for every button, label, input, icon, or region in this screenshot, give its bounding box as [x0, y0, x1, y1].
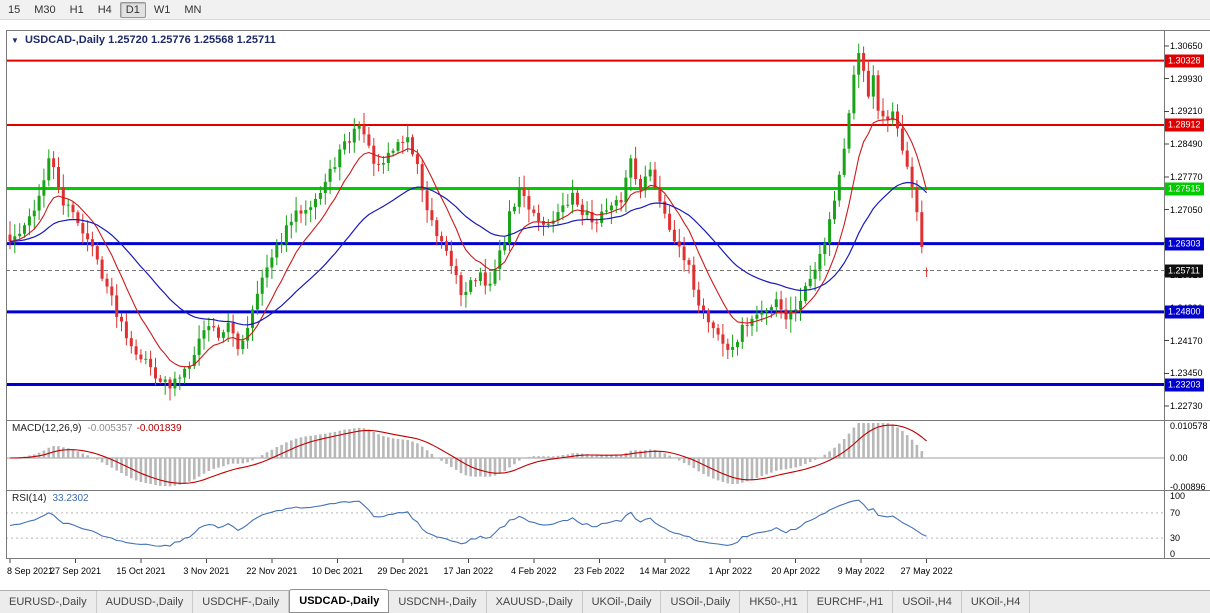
- date-axis-label: 4 Feb 2022: [511, 566, 557, 576]
- price-level-badge: 1.23203: [1165, 378, 1204, 391]
- rsi-axis-tick: 100: [1170, 491, 1186, 501]
- price-axis-tick: 1.29210: [1170, 106, 1203, 117]
- timeframe-button-h4[interactable]: H4: [97, 3, 112, 16]
- macd-indicator-label: MACD(12,26,9) -0.005357 -0.001839: [12, 423, 182, 434]
- price-level-badge: 1.27515: [1165, 182, 1204, 195]
- price-axis-tick: 1.26330: [1170, 237, 1203, 248]
- symbol-tab-usoil-daily[interactable]: USOil-,Daily: [661, 591, 741, 613]
- price-axis-tick: 1.27770: [1170, 171, 1203, 182]
- symbol-tab-usoil-h4[interactable]: USOil-,H4: [893, 591, 962, 613]
- symbol-tab-eurchf-h1[interactable]: EURCHF-,H1: [808, 591, 894, 613]
- macd-main-value: -0.005357: [87, 423, 133, 434]
- timeframe-button-15[interactable]: 15: [8, 3, 21, 16]
- date-axis-label: 23 Feb 2022: [573, 566, 625, 576]
- symbol-tab-ukoil-h4[interactable]: UKOil-,H4: [962, 591, 1031, 613]
- price-axis-tick: 1.30650: [1170, 41, 1203, 51]
- price-axis-tick: 1.23450: [1170, 368, 1203, 379]
- timeframe-toolbar: 15 M30 H1 H4 D1 W1 MN: [0, 0, 1210, 20]
- rsi-axis-tick: 0: [1170, 549, 1176, 559]
- price-level-badge: 1.30328: [1165, 54, 1204, 68]
- price-level-badge: 1.24800: [1165, 305, 1204, 319]
- timeframe-button-d1[interactable]: D1: [119, 1, 146, 18]
- date-axis-label: 20 Apr 2022: [771, 566, 820, 576]
- rsi-axis-tick: 30: [1170, 533, 1181, 543]
- date-axis-label: 27 May 2022: [900, 566, 953, 576]
- symbol-tab-usdchf-daily[interactable]: USDCHF-,Daily: [193, 591, 290, 613]
- date-axis-label: 3 Nov 2021: [183, 566, 230, 576]
- symbol-tab-usdcnh-daily[interactable]: USDCNH-,Daily: [389, 591, 487, 613]
- macd-axis-tick: -0.00896: [1170, 482, 1206, 492]
- date-axis-label: 14 Mar 2022: [639, 566, 691, 576]
- rsi-axis-tick: 70: [1170, 508, 1181, 518]
- date-axis-label: 22 Nov 2021: [246, 566, 298, 576]
- rsi-value: 33.2302: [52, 493, 89, 504]
- price-axis-tick: 1.22730: [1170, 401, 1203, 411]
- symbol-tab-hk50-h1[interactable]: HK50-,H1: [740, 591, 808, 613]
- date-axis-label: 1 Apr 2022: [708, 566, 752, 576]
- collapse-arrow-icon[interactable]: ▼: [11, 36, 19, 45]
- chart-symbol-label: USDCAD-,Daily: [24, 34, 106, 46]
- chart-ohlc-values: 1.25720 1.25776 1.25568 1.25711: [108, 34, 276, 46]
- macd-axis-tick: 0.010578: [1170, 421, 1208, 431]
- symbol-tab-xauusd-daily[interactable]: XAUUSD-,Daily: [487, 591, 583, 613]
- date-axis-label: 29 Dec 2021: [377, 566, 429, 576]
- timeframe-button-h1[interactable]: H1: [69, 3, 84, 16]
- date-axis-label: 8 Sep 2021: [7, 566, 54, 576]
- price-axis-tick: 1.27050: [1170, 204, 1203, 215]
- timeframe-button-m30[interactable]: M30: [34, 3, 56, 16]
- symbol-tab-audusd-daily[interactable]: AUDUSD-,Daily: [97, 591, 194, 613]
- bid-price-badge: 1.25711: [1165, 264, 1203, 277]
- symbol-tab-usdcad-daily[interactable]: USDCAD-,Daily: [289, 588, 390, 613]
- price-axis-tick: 1.24170: [1170, 335, 1203, 346]
- symbol-tabbar: EURUSD-,Daily AUDUSD-,Daily USDCHF-,Daily U…: [0, 588, 1210, 613]
- date-axis-label: 15 Oct 2021: [116, 566, 166, 576]
- price-axis-tick: 1.28490: [1170, 139, 1203, 150]
- price-level-badge: 1.26303: [1165, 237, 1204, 251]
- price-axis-tick: 1.25610: [1170, 270, 1203, 281]
- price-axis-tick: 1.24890: [1170, 302, 1203, 313]
- date-axis-label: 17 Jan 2022: [443, 566, 494, 576]
- macd-name: MACD(12,26,9): [12, 423, 82, 434]
- chart-title: ▼ USDCAD-,Daily 1.25720 1.25776 1.25568 …: [11, 34, 276, 46]
- date-axis-label: 10 Dec 2021: [311, 566, 363, 576]
- timeframe-button-mn[interactable]: MN: [184, 3, 202, 16]
- macd-signal-value: -0.001839: [136, 423, 182, 434]
- rsi-name: RSI(14): [12, 493, 47, 504]
- date-axis-label: 9 May 2022: [837, 566, 885, 576]
- rsi-indicator-label: RSI(14) 33.2302: [12, 493, 89, 504]
- symbol-tab-ukoil-daily[interactable]: UKOil-,Daily: [583, 591, 662, 613]
- price-level-badge: 1.28912: [1165, 118, 1204, 132]
- timeframe-button-w1[interactable]: W1: [153, 3, 171, 16]
- symbol-tab-eurusd-daily[interactable]: EURUSD-,Daily: [0, 591, 97, 613]
- date-axis-label: 27 Sep 2021: [49, 566, 101, 576]
- macd-axis-tick: 0.00: [1170, 453, 1188, 463]
- price-axis-tick: 1.29930: [1170, 73, 1203, 84]
